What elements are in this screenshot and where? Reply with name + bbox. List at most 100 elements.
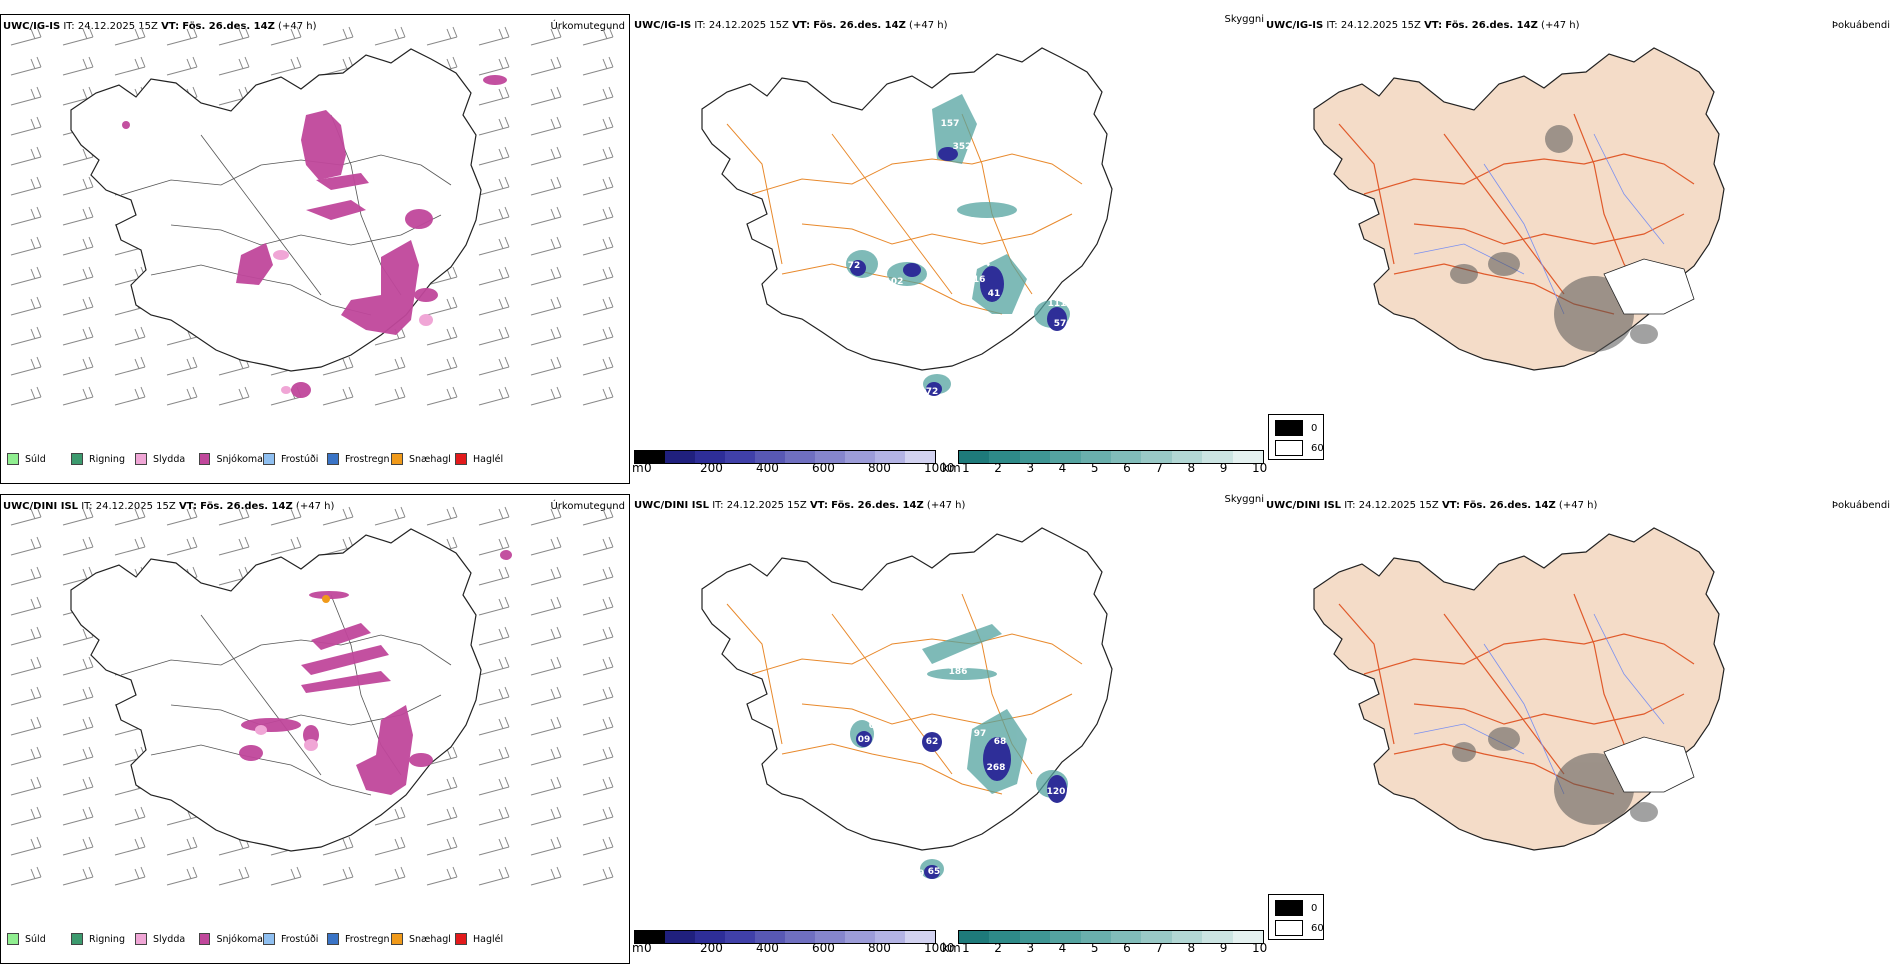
wind-barb (582, 806, 614, 826)
wind-barb (530, 626, 562, 646)
colorbar-tick-label: 1000 (924, 461, 955, 475)
wind-barb (530, 116, 562, 136)
colorbar-tick-label: 4 (1058, 461, 1067, 475)
wind-barb (530, 566, 562, 586)
wind-barb (374, 836, 406, 856)
wind-barb (374, 386, 406, 406)
wind-barb (530, 746, 562, 766)
legend-item-frostregn: Frostregn (327, 453, 391, 465)
colorbar-segment (1019, 931, 1051, 943)
colorbar-tick-label: 8 (1187, 941, 1196, 955)
colorbar-segment (1050, 931, 1081, 943)
wind-barb (10, 236, 42, 256)
colorbar-unit: km (942, 941, 961, 955)
wind-barb (582, 116, 614, 136)
wind-barb (426, 776, 458, 796)
wind-barb (10, 836, 42, 856)
wind-barb (10, 626, 42, 646)
legend-label: Snæhagl (409, 933, 451, 945)
wind-barb (62, 656, 94, 676)
legend-item-haglél: Haglél (455, 453, 519, 465)
wind-barb (530, 206, 562, 226)
cloud-base-label: 57 (1054, 805, 1067, 815)
cloud-base-label: 97 (974, 729, 987, 739)
legend-swatch (135, 453, 147, 465)
colorbar-tick-label: 7 (1155, 461, 1163, 475)
colorbar-tick-label: 8 (1187, 461, 1196, 475)
cloud-base-label: 116 (967, 275, 986, 285)
legend-item-súld: Súld (7, 453, 71, 465)
wind-barb (426, 326, 458, 346)
wind-barb (478, 626, 510, 646)
wind-barb (582, 86, 614, 106)
wind-barb (530, 836, 562, 856)
wind-barb (582, 716, 614, 736)
wind-barb (530, 356, 562, 376)
wind-barb (62, 206, 94, 226)
legend-swatch (7, 453, 19, 465)
wind-barb (10, 506, 42, 526)
wind-barb (582, 866, 614, 886)
wind-barb (270, 506, 302, 526)
panel-right-title: Þokuábendi (1831, 20, 1890, 31)
wind-barb (10, 26, 42, 46)
colorbar-tick-label: 0 (644, 461, 652, 475)
colorbar-segment (959, 451, 990, 463)
wind-barb (62, 866, 94, 886)
wind-barb (478, 56, 510, 76)
wind-barb (166, 56, 198, 76)
wind-barb (478, 536, 510, 556)
wind-barb (582, 26, 614, 46)
colorbar-tick-label: 5 (1090, 941, 1099, 955)
legend-item-snjókoma: Snjókoma (199, 933, 263, 945)
fog-legend-black-swatch (1275, 420, 1303, 436)
colorbar-tick-label: 5 (1090, 461, 1099, 475)
colorbar-segment (875, 931, 905, 943)
wind-barb (322, 506, 354, 526)
colorbar-tick-label: 10 (1252, 461, 1268, 475)
colorbar-segment (1141, 451, 1172, 463)
wind-barb (10, 326, 42, 346)
colorbar-segment (1110, 931, 1142, 943)
wind-barb (478, 506, 510, 526)
cloud-base-label: 17 (860, 239, 873, 249)
wind-barb (478, 776, 510, 796)
colorbar-tick-label: 800 (868, 941, 891, 955)
wind-barb (426, 266, 458, 286)
wind-barb (10, 596, 42, 616)
colorbar-tick-label: 400 (756, 941, 779, 955)
colorbar-tick-label: 600 (812, 941, 835, 955)
wind-barb (530, 656, 562, 676)
legend-label: Snæhagl (409, 453, 451, 465)
legend-item-frostregn: Frostregn (327, 933, 391, 945)
precip-type-legend: Súld Rigning Slydda Snjókoma Frostúði Frostre… (7, 933, 519, 945)
wind-barb (582, 686, 614, 706)
colorbar-segment (989, 451, 1020, 463)
wind-barb (582, 356, 614, 376)
wind-barb (530, 866, 562, 886)
wind-barb (582, 206, 614, 226)
colorbar-segment (959, 931, 990, 943)
wind-barb (530, 596, 562, 616)
wind-barb (478, 686, 510, 706)
wind-barb (62, 836, 94, 856)
colorbar-tick-label: 6 (1123, 941, 1131, 955)
legend-item-snjókoma: Snjókoma (199, 453, 263, 465)
colorbar-tick-label: 200 (700, 461, 723, 475)
wind-barb (114, 386, 146, 406)
colorbar-tick-label: 400 (756, 461, 779, 475)
colorbar-tick-label: 600 (812, 461, 835, 475)
wind-barb (374, 506, 406, 526)
wind-barb (426, 26, 458, 46)
legend-label: Frostúði (281, 933, 319, 945)
wind-barb (62, 266, 94, 286)
wind-barb (166, 866, 198, 886)
colorbar-segment (1080, 931, 1111, 943)
precip-map-top (10, 26, 614, 406)
wind-barb (582, 176, 614, 196)
wind-barb (478, 716, 510, 736)
wind-barb (62, 26, 94, 46)
wind-barb (478, 806, 510, 826)
cloud-map-bottom: 186 07 62 97 68 268 120 57 29 65 09 (701, 527, 1113, 879)
panel-right-title: Úrkomutegund (550, 501, 625, 512)
